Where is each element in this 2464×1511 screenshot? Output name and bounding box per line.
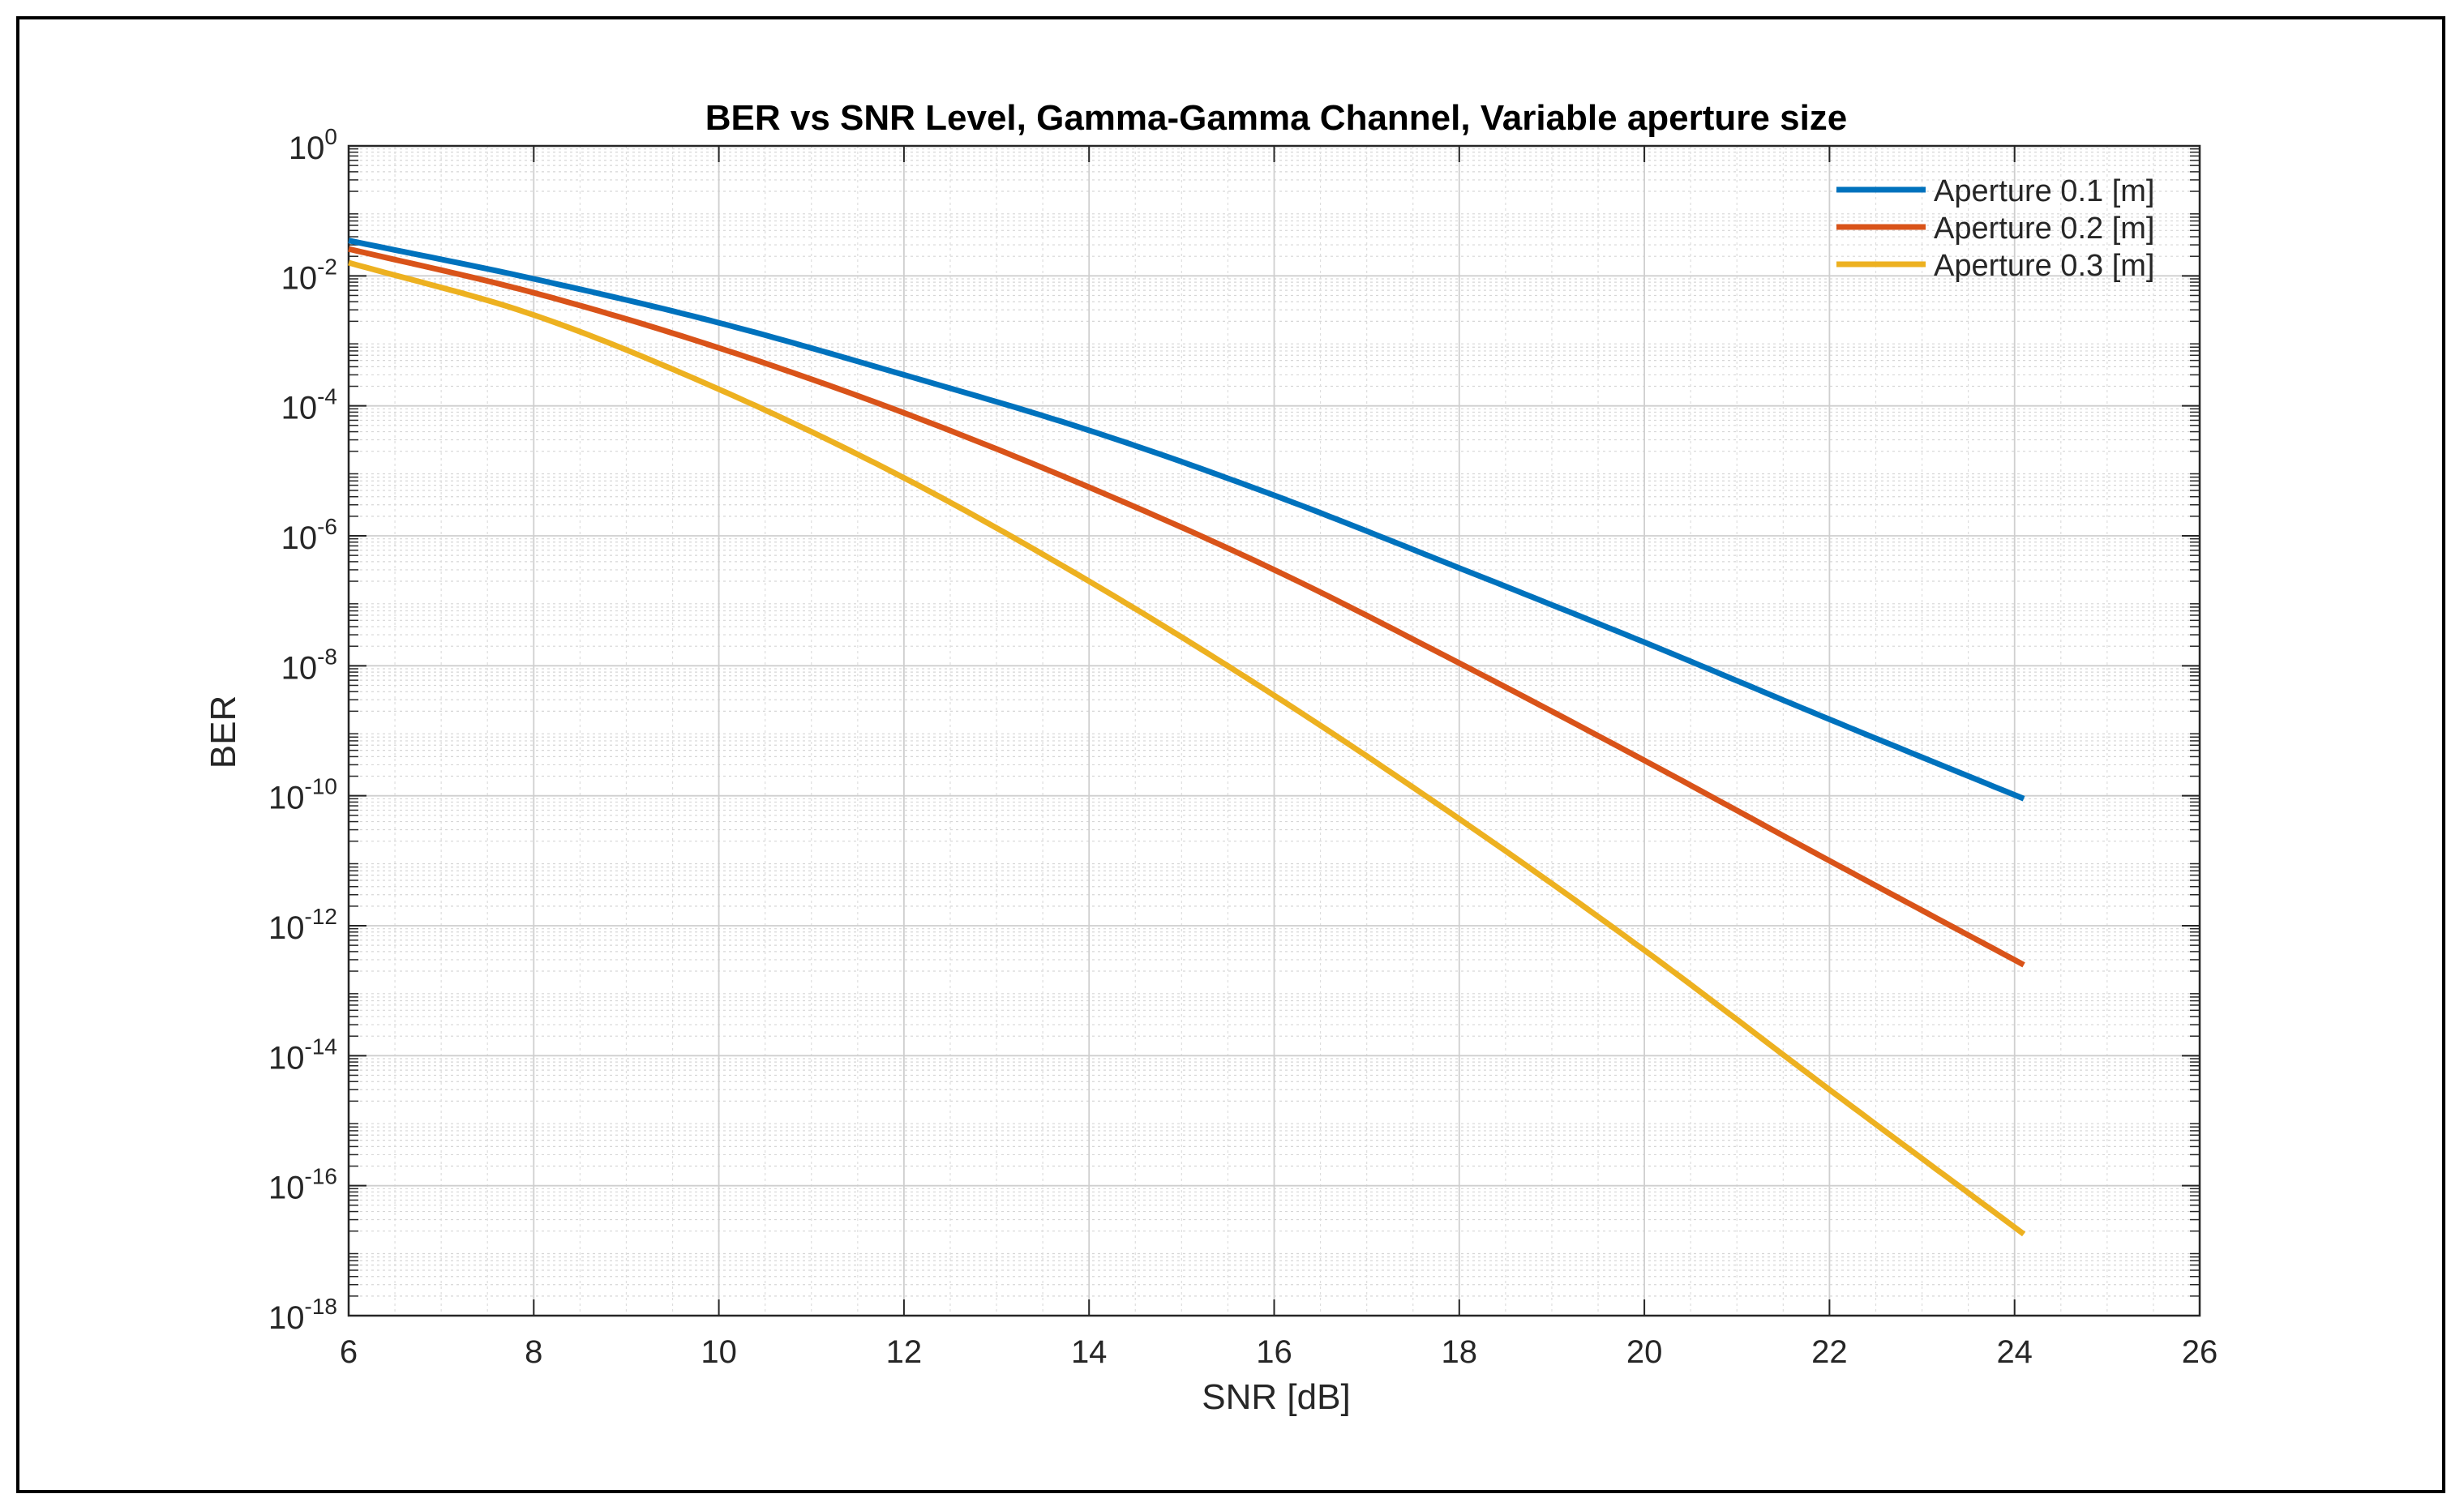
x-tick-label: 20 <box>1626 1334 1663 1370</box>
y-tick-label: 10-4 <box>281 384 337 426</box>
series-line-1 <box>348 238 2025 802</box>
x-tick-label: 16 <box>1256 1334 1292 1370</box>
x-tick-label: 18 <box>1442 1334 1478 1370</box>
figure-frame <box>16 16 2445 1493</box>
y-tick-label: 10-6 <box>281 514 337 556</box>
y-tick-label: 100 <box>289 124 337 166</box>
y-axis-label: BER <box>204 696 243 768</box>
axis-ticks <box>348 145 2200 1316</box>
x-tick-label: 24 <box>1996 1334 2033 1370</box>
y-tick-label: 10-10 <box>268 774 337 816</box>
x-axis-label: SNR [dB] <box>1202 1377 1350 1417</box>
x-tick-label: 14 <box>1071 1334 1108 1370</box>
series-lines <box>348 238 2026 1237</box>
y-tick-labels: 100 10-2 10-4 10-6 10-8 10-10 10-12 10-14 10-16 1… <box>268 124 337 1336</box>
legend: Aperture 0.1 [m] Aperture 0.2 [m]Aperture… <box>1836 174 2154 283</box>
legend-label-2: Aperture 0.2 [m] <box>1934 212 2154 246</box>
series-line-3 <box>348 259 2026 1237</box>
x-tick-label: 10 <box>701 1334 737 1370</box>
legend-label-1: Aperture 0.1 [m] <box>1934 174 2154 208</box>
y-tick-label: 10-12 <box>268 904 337 946</box>
x-tick-label: 26 <box>2182 1334 2218 1370</box>
y-tick-label: 10-8 <box>281 644 337 686</box>
x-tick-labels: 6 8 10 12 14 16 18 20 22 24 26 <box>340 1334 2218 1370</box>
y-tick-label: 10-18 <box>268 1294 337 1336</box>
x-tick-label: 8 <box>525 1334 542 1370</box>
x-tick-label: 22 <box>1811 1334 1848 1370</box>
y-tick-label: 10-14 <box>268 1034 337 1076</box>
x-tick-label: 12 <box>886 1334 923 1370</box>
y-tick-label: 10-16 <box>268 1164 337 1206</box>
legend-label-3: Aperture 0.3 [m] <box>1934 249 2154 283</box>
x-tick-label: 6 <box>340 1334 358 1370</box>
chart-title: BER vs SNR Level, Gamma-Gamma Channel, V… <box>705 98 1848 138</box>
series-line-2 <box>348 246 2025 968</box>
y-tick-label: 10-2 <box>281 254 337 296</box>
